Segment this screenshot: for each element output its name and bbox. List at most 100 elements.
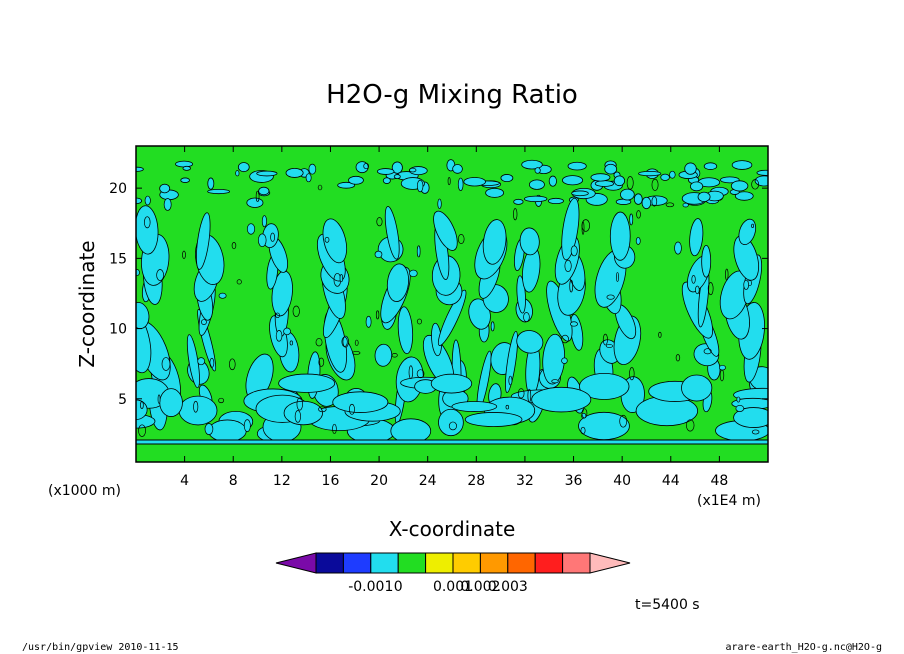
contour-region	[208, 419, 247, 443]
contour-speck	[505, 404, 510, 410]
contour-speck	[561, 334, 569, 344]
colorbar-label: 0	[394, 579, 403, 595]
contour-region	[561, 197, 580, 261]
contour-speck	[751, 179, 760, 190]
contour-speck	[315, 338, 323, 347]
contour-speck	[707, 282, 714, 296]
contour-region	[660, 173, 670, 181]
contour-speck	[270, 232, 276, 242]
contour-regions	[136, 159, 768, 444]
x-tick-label: 36	[565, 473, 583, 489]
contour-region	[513, 198, 524, 205]
colorbar-segment	[370, 552, 399, 574]
contour-speck	[324, 236, 330, 243]
contour-region	[322, 218, 348, 264]
contour-speck	[743, 279, 749, 290]
contour-speck	[581, 219, 591, 232]
contour-region	[437, 289, 467, 346]
x-tick-label: 32	[516, 473, 534, 489]
contour-speck	[718, 364, 726, 371]
contour-speck	[231, 242, 237, 250]
contour-speck	[635, 237, 641, 245]
contour-region	[386, 263, 409, 302]
contour-speck	[523, 312, 530, 322]
contour-speck	[616, 272, 619, 282]
contour-region	[464, 412, 523, 427]
contour-speck	[243, 419, 251, 432]
contour-speck	[352, 350, 361, 355]
contour-region	[391, 161, 403, 174]
contour-speck	[261, 215, 267, 228]
contour-speck	[527, 388, 532, 403]
time-annotation: t=5400 s	[635, 597, 700, 613]
contour-region	[521, 159, 543, 170]
contour-speck	[570, 245, 578, 257]
contour-region	[590, 173, 611, 182]
contour-region	[505, 330, 518, 394]
contour-speck	[317, 184, 323, 191]
contour-speck	[255, 190, 260, 203]
contour-speck	[675, 354, 681, 362]
contour-speck	[218, 292, 227, 299]
contour-speck	[658, 331, 662, 338]
contour-region	[180, 177, 190, 183]
contour-speck	[457, 234, 465, 244]
contour-speck	[636, 210, 641, 219]
contour-speck	[376, 217, 383, 227]
contour-region	[384, 206, 400, 260]
contour-region	[733, 407, 768, 428]
contour-speck	[236, 279, 242, 285]
contour-speck	[341, 336, 348, 347]
contour-region	[571, 190, 589, 197]
y-tick-label: 10	[109, 322, 127, 338]
contour-speck	[651, 196, 658, 207]
contour-speck	[685, 419, 695, 432]
plot-frame	[135, 145, 769, 463]
contour-region	[519, 227, 540, 256]
contour-speck	[457, 177, 464, 192]
contour-speck	[569, 321, 578, 327]
contour-region	[638, 170, 662, 177]
contour-speck	[257, 233, 267, 248]
contour-region	[730, 180, 749, 192]
colorbar-label: 0.002	[460, 579, 500, 595]
footer-left: /usr/bin/gpview 2010-11-15	[22, 642, 179, 653]
x-tick-label: 8	[229, 473, 238, 489]
contour-region	[159, 388, 183, 417]
x-tick-label: 16	[322, 473, 340, 489]
y-axis-title: Z-coordinate	[75, 240, 99, 367]
contour-speck	[289, 340, 293, 346]
contour-speck	[561, 357, 568, 364]
contour-speck	[437, 198, 442, 209]
contour-region	[246, 197, 264, 208]
contour-speck	[691, 274, 696, 284]
contour-speck	[695, 285, 700, 295]
contour-region	[689, 218, 704, 257]
contour-region	[609, 211, 631, 261]
contour-speck	[629, 367, 635, 381]
contour-region	[408, 166, 428, 176]
contour-speck	[682, 202, 689, 208]
x-tick-label: 12	[273, 473, 291, 489]
contour-region	[337, 181, 356, 189]
contour-speck	[235, 170, 240, 177]
x-tick-label: 4	[180, 473, 189, 489]
contour-region	[548, 175, 557, 187]
contour-region	[348, 175, 364, 185]
contour-speck	[605, 344, 613, 348]
y-tick-label: 15	[109, 251, 127, 267]
contour-region	[516, 330, 544, 354]
contour-speck	[416, 369, 425, 379]
contour-speck	[629, 213, 634, 226]
contour-speck	[193, 400, 199, 413]
contour-region	[701, 244, 712, 278]
y-tick-label: 5	[118, 392, 127, 408]
contour-region	[182, 165, 191, 171]
colorbar-segment	[507, 552, 536, 574]
colorbar-label: 0.003	[488, 579, 528, 595]
contour-speck	[409, 167, 417, 173]
x-axis-title: X-coordinate	[389, 517, 516, 541]
contour-region	[207, 188, 231, 195]
colorbar-segment	[342, 552, 372, 574]
